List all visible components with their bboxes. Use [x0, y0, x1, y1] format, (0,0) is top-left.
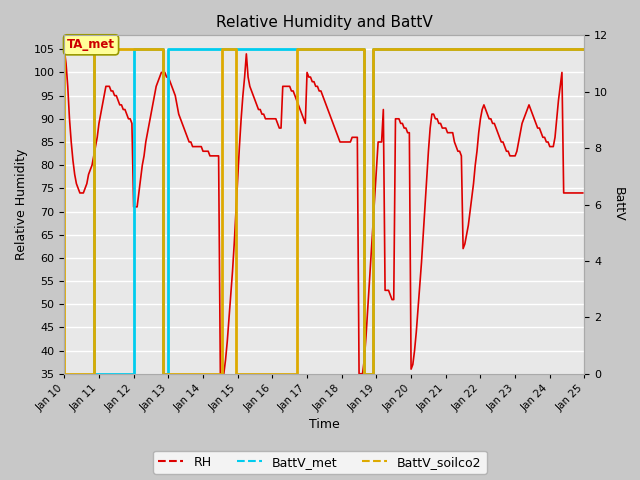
Title: Relative Humidity and BattV: Relative Humidity and BattV [216, 15, 433, 30]
Y-axis label: Relative Humidity: Relative Humidity [15, 149, 28, 260]
Text: TA_met: TA_met [67, 38, 115, 51]
Legend: RH, BattV_met, BattV_soilco2: RH, BattV_met, BattV_soilco2 [154, 451, 486, 474]
Y-axis label: BattV: BattV [612, 187, 625, 222]
X-axis label: Time: Time [309, 419, 340, 432]
